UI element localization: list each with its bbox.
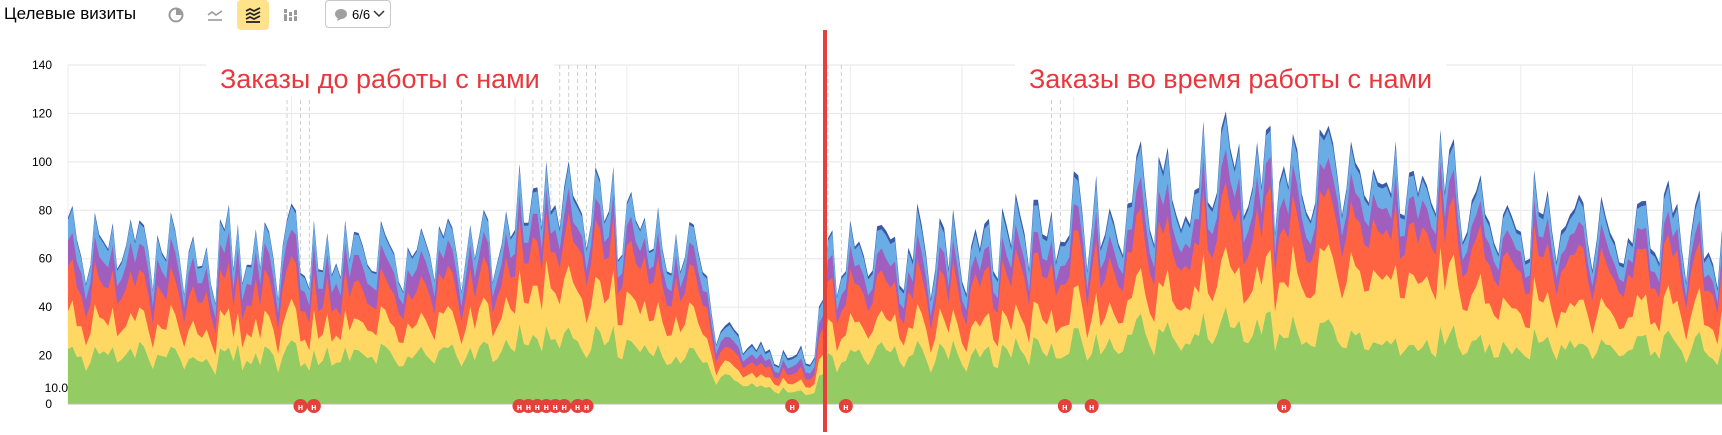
note-marker-label: н <box>298 402 303 412</box>
note-marker <box>785 399 800 413</box>
note-marker <box>838 399 853 413</box>
line-chart-button[interactable] <box>199 0 231 30</box>
note-marker-label: н <box>1089 402 1094 412</box>
note-marker <box>1057 399 1072 413</box>
columns-button[interactable] <box>275 0 307 30</box>
note-marker-label: н <box>561 402 566 412</box>
chart-toolbar: Целевые визиты <box>0 0 1722 30</box>
y-tick-label: 20 <box>39 349 53 363</box>
note-marker <box>579 399 594 413</box>
stacked-area-button[interactable] <box>237 0 269 30</box>
notes-dropdown[interactable]: 6/6 <box>325 0 391 28</box>
stacked-area-icon <box>245 7 261 23</box>
pie-chart-button[interactable] <box>160 0 192 30</box>
columns-icon <box>284 9 297 21</box>
chart-title: Целевые визиты <box>4 4 137 23</box>
y-tick-label: 40 <box>39 300 53 314</box>
y-tick-label: 140 <box>32 58 52 72</box>
annotation-before: Заказы до работы с нами <box>206 62 554 97</box>
note-marker <box>1084 399 1099 413</box>
area-series-green <box>68 307 1722 404</box>
pie-chart-icon <box>168 7 184 23</box>
note-marker-label: н <box>311 402 316 412</box>
note-marker-label: н <box>843 402 848 412</box>
note-marker <box>557 399 572 413</box>
notes-count: 6/6 <box>352 7 371 22</box>
annotation-after: Заказы во время работы с нами <box>1015 62 1447 97</box>
note-marker-label: н <box>584 402 589 412</box>
note-marker <box>1276 399 1291 413</box>
note-marker-label: н <box>526 402 531 412</box>
note-marker-label: н <box>535 402 540 412</box>
y-tick-label: 0 <box>45 397 52 411</box>
note-marker-label: н <box>575 402 580 412</box>
y-tick-label: 120 <box>32 106 52 120</box>
note-marker-label: н <box>1062 402 1067 412</box>
y-tick-label: 80 <box>39 203 53 217</box>
note-marker-label: н <box>1281 402 1286 412</box>
note-marker-label: н <box>553 402 558 412</box>
y-tick-label: 60 <box>39 252 53 266</box>
speech-bubble-icon <box>335 9 347 21</box>
note-marker <box>306 399 321 413</box>
note-marker-label: н <box>517 402 522 412</box>
y-tick-label: 100 <box>32 155 52 169</box>
chevron-down-icon <box>373 10 385 18</box>
note-marker-label: н <box>789 402 794 412</box>
line-chart-icon <box>207 10 223 21</box>
note-marker <box>293 399 308 413</box>
stacked-area-chart: 02040608010012014010.09.2405.10.2430.10.… <box>32 30 1722 432</box>
note-marker-label: н <box>544 402 549 412</box>
